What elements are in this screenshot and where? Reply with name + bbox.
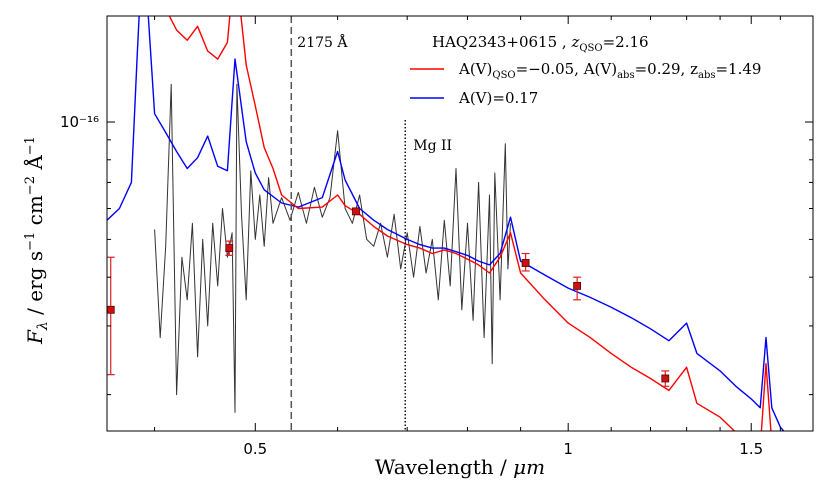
axis-layer: 0.5 1 1.5 10⁻¹⁶ — [60, 16, 813, 458]
annotation-layer: 2175 Å Mg II — [290, 16, 452, 431]
y-axis-label: Fλ / erg s−1 cm−2 Å−1 — [22, 136, 51, 345]
series-line-2 — [154, 83, 511, 413]
x-axis-label: Wavelength / μm — [375, 455, 545, 479]
annotation-label: 2175 Å — [297, 33, 348, 51]
series-line-1 — [107, 16, 785, 431]
legend-entry: A(V)=0.17 — [410, 89, 538, 107]
photometry-point — [573, 276, 582, 301]
legend: HAQ2343+0615 , zQSO=2.16 A(V)QSO=−0.05, A… — [410, 33, 761, 107]
legend-title: HAQ2343+0615 , zQSO=2.16 — [432, 33, 649, 54]
photometry-point — [107, 256, 115, 376]
photometry-point — [796, 451, 804, 463]
x-tick-label: 0.5 — [243, 440, 267, 458]
series-layer — [107, 16, 785, 431]
photometry-point — [521, 252, 530, 272]
photometry-point — [225, 240, 234, 256]
legend-entry: A(V)QSO=−0.05, A(V)abs=0.29, zabs=1.49 — [410, 60, 761, 81]
photometry-point — [661, 370, 670, 387]
x-tick-label: 1 — [563, 440, 573, 458]
photometry-layer — [107, 207, 804, 463]
plot-frame — [106, 15, 814, 432]
x-tick-label: 1.5 — [739, 440, 763, 458]
series-line-0 — [168, 16, 772, 431]
legend-label: A(V)=0.17 — [458, 89, 538, 107]
legend-label: A(V)QSO=−0.05, A(V)abs=0.29, zabs=1.49 — [458, 60, 761, 81]
y-tick-label: 10⁻¹⁶ — [60, 113, 99, 131]
photometry-point — [352, 207, 361, 216]
annotation-label: Mg II — [413, 138, 452, 154]
